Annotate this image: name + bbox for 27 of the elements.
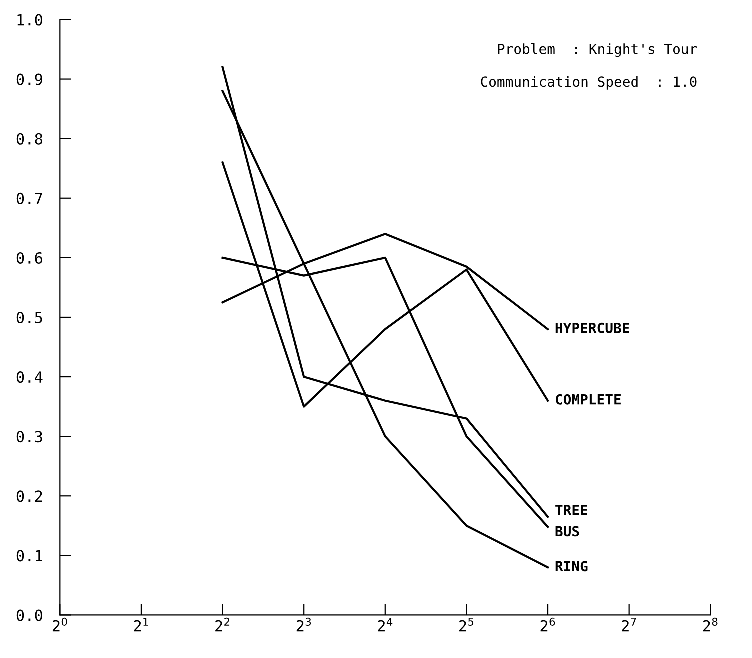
y-tick-label: 0.4 [16,372,43,384]
y-tick-label: 1.0 [18,14,43,26]
y-tick-label: 0.3 [16,431,42,443]
x-tick-label: 2$^{7}$ [622,618,636,632]
x-tick-label: 2$^{2}$ [216,618,230,632]
x-tick-label: 2$^{3}$ [296,618,312,632]
y-tick-label: 0.6 [16,252,43,264]
series-label: TREE [556,505,588,516]
series-label: BUS [556,526,580,537]
x-tick-label: 2$^{4}$ [378,618,393,632]
annotation: Problem : Knight's Tour [498,44,698,58]
y-tick-label: 0.5 [16,312,42,324]
y-tick-label: 0.7 [16,192,42,204]
x-tick-label: 2$^{1}$ [134,618,148,632]
x-tick-label: 2$^{6}$ [540,618,556,632]
y-tick-label: 0.0 [16,610,43,622]
x-tick-label: 2$^{8}$ [703,618,718,632]
y-tick-label: 0.1 [16,550,42,562]
series-label: RING [556,561,588,572]
x-tick-label: 2$^{0}$ [52,618,68,632]
y-tick-label: 0.2 [16,490,42,502]
series-label: COMPLETE [556,394,621,405]
annotation: Communication Speed : 1.0 [481,76,697,90]
x-tick-label: 2$^{5}$ [460,618,474,632]
series-label: HYPERCUBE [556,322,630,334]
y-tick-label: 0.8 [16,133,43,145]
y-tick-label: 0.9 [16,74,42,86]
